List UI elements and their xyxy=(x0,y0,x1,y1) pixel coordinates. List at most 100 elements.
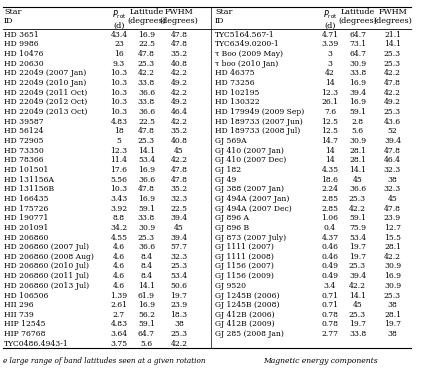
Text: 9.3: 9.3 xyxy=(113,60,125,67)
Text: 4.83: 4.83 xyxy=(110,118,127,125)
Text: 8.4: 8.4 xyxy=(140,253,153,261)
Text: 16.9: 16.9 xyxy=(138,31,155,38)
Text: HD 179949 (2009 Sep): HD 179949 (2009 Sep) xyxy=(215,108,304,116)
Text: 8.8: 8.8 xyxy=(113,214,125,222)
Text: HII 296: HII 296 xyxy=(4,301,33,309)
Text: HD 201091: HD 201091 xyxy=(4,224,48,232)
Text: 30.9: 30.9 xyxy=(349,137,366,145)
Text: 45: 45 xyxy=(353,301,363,309)
Text: 34.2: 34.2 xyxy=(110,224,127,232)
Text: HD 131156B: HD 131156B xyxy=(4,185,54,193)
Text: 4.6: 4.6 xyxy=(113,282,125,290)
Text: 5.56: 5.56 xyxy=(111,176,127,183)
Text: 3.92: 3.92 xyxy=(110,205,127,212)
Text: FWHM
(degrees): FWHM (degrees) xyxy=(160,8,199,25)
Text: 14.1: 14.1 xyxy=(138,147,155,154)
Text: GJ 49: GJ 49 xyxy=(215,176,236,183)
Text: 32.3: 32.3 xyxy=(384,185,401,193)
Text: e large range of band latitudes seen at a given rotation: e large range of band latitudes seen at … xyxy=(3,357,205,365)
Text: 14.1: 14.1 xyxy=(384,40,401,48)
Text: 59.1: 59.1 xyxy=(349,214,366,222)
Text: 42.2: 42.2 xyxy=(349,205,366,212)
Text: HD 78366: HD 78366 xyxy=(4,156,44,164)
Text: 47.8: 47.8 xyxy=(384,205,401,212)
Text: 59.1: 59.1 xyxy=(138,205,155,212)
Text: 0.4: 0.4 xyxy=(324,224,336,232)
Text: 47.8: 47.8 xyxy=(138,50,155,58)
Text: 47.8: 47.8 xyxy=(170,40,187,48)
Text: HD 102195: HD 102195 xyxy=(215,89,260,96)
Text: 42.2: 42.2 xyxy=(170,340,187,348)
Text: HD 39587: HD 39587 xyxy=(4,118,44,125)
Text: 36.6: 36.6 xyxy=(138,176,155,183)
Text: HD 206860 (2013 Jul): HD 206860 (2013 Jul) xyxy=(4,282,89,290)
Text: 14: 14 xyxy=(325,147,335,154)
Text: 3: 3 xyxy=(327,60,332,67)
Text: 25.3: 25.3 xyxy=(349,263,366,270)
Text: 23.9: 23.9 xyxy=(170,301,187,309)
Text: 42.2: 42.2 xyxy=(384,89,401,96)
Text: 52: 52 xyxy=(388,127,397,135)
Text: 38: 38 xyxy=(387,301,397,309)
Text: 38: 38 xyxy=(387,330,397,338)
Text: 16.9: 16.9 xyxy=(349,79,366,87)
Text: 10.3: 10.3 xyxy=(110,89,127,96)
Text: 42.2: 42.2 xyxy=(170,156,187,164)
Text: Latitude
(degrees): Latitude (degrees) xyxy=(338,8,377,25)
Text: 2.7: 2.7 xyxy=(113,311,125,319)
Text: 8.4: 8.4 xyxy=(140,263,153,270)
Text: 28.1: 28.1 xyxy=(349,156,366,164)
Text: 10.3: 10.3 xyxy=(110,69,127,77)
Text: 36.6: 36.6 xyxy=(138,89,155,96)
Text: 45: 45 xyxy=(353,176,363,183)
Text: 1.06: 1.06 xyxy=(321,214,338,222)
Text: 2.8: 2.8 xyxy=(351,118,363,125)
Text: 25.3: 25.3 xyxy=(138,137,155,145)
Text: HD 22049 (2012 Oct): HD 22049 (2012 Oct) xyxy=(4,98,87,106)
Text: 42.2: 42.2 xyxy=(170,89,187,96)
Text: 33.8: 33.8 xyxy=(349,330,366,338)
Text: 25.3: 25.3 xyxy=(384,50,401,58)
Text: HD 3651: HD 3651 xyxy=(4,31,39,38)
Text: 12.3: 12.3 xyxy=(321,89,338,96)
Text: 28.1: 28.1 xyxy=(384,243,401,251)
Text: 33.8: 33.8 xyxy=(138,214,155,222)
Text: HIP 76768: HIP 76768 xyxy=(4,330,45,338)
Text: GJ 1111 (2007): GJ 1111 (2007) xyxy=(215,243,274,251)
Text: 2.24: 2.24 xyxy=(321,185,338,193)
Text: 39.4: 39.4 xyxy=(170,234,187,241)
Text: Latitude
(degrees): Latitude (degrees) xyxy=(127,8,166,25)
Text: 0.46: 0.46 xyxy=(321,253,338,261)
Text: 33.8: 33.8 xyxy=(138,79,155,87)
Text: Star
ID: Star ID xyxy=(215,8,233,25)
Text: 16.9: 16.9 xyxy=(349,98,366,106)
Text: FWHM
(degrees): FWHM (degrees) xyxy=(373,8,412,25)
Text: GJ 896 A: GJ 896 A xyxy=(215,214,249,222)
Text: 2.85: 2.85 xyxy=(321,195,338,203)
Text: 22.5: 22.5 xyxy=(170,205,187,212)
Text: 3.43: 3.43 xyxy=(110,195,127,203)
Text: HD 101501: HD 101501 xyxy=(4,166,48,174)
Text: 0.49: 0.49 xyxy=(321,263,338,270)
Text: 21.1: 21.1 xyxy=(384,31,401,38)
Text: 16.9: 16.9 xyxy=(138,166,155,174)
Text: 14: 14 xyxy=(325,156,335,164)
Text: GJ 412B (2006): GJ 412B (2006) xyxy=(215,311,275,319)
Text: 45: 45 xyxy=(388,195,397,203)
Text: 19.7: 19.7 xyxy=(170,292,187,299)
Text: HD 131156A: HD 131156A xyxy=(4,176,54,183)
Text: 22.5: 22.5 xyxy=(138,118,155,125)
Text: GJ 285 (2008 Jan): GJ 285 (2008 Jan) xyxy=(215,330,284,338)
Text: HD 10476: HD 10476 xyxy=(4,50,43,58)
Text: 61.9: 61.9 xyxy=(138,292,155,299)
Text: 14.1: 14.1 xyxy=(138,282,155,290)
Text: 25.3: 25.3 xyxy=(349,195,366,203)
Text: 36.6: 36.6 xyxy=(349,185,366,193)
Text: GJ 494A (2007 Jan): GJ 494A (2007 Jan) xyxy=(215,195,290,203)
Text: HD 22049 (2011 Oct): HD 22049 (2011 Oct) xyxy=(4,89,87,96)
Text: 5.6: 5.6 xyxy=(140,340,153,348)
Text: 4.37: 4.37 xyxy=(321,234,338,241)
Text: 4.55: 4.55 xyxy=(111,234,127,241)
Text: 8.4: 8.4 xyxy=(140,272,153,280)
Text: GJ 182: GJ 182 xyxy=(215,166,241,174)
